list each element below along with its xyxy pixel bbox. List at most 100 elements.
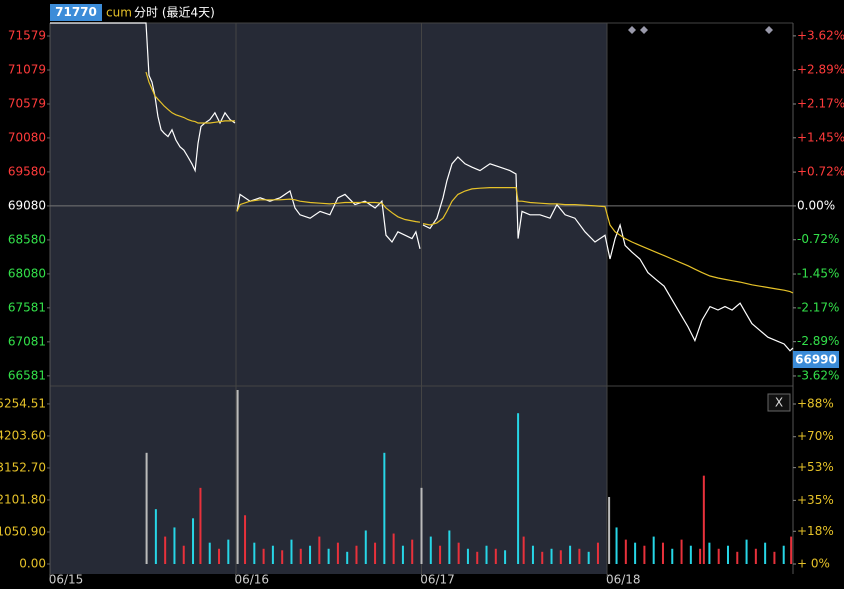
volume-bar xyxy=(661,542,664,564)
y2-tick-label: +2.17% xyxy=(797,96,844,110)
volume-bar xyxy=(522,536,525,564)
volume-bar xyxy=(346,551,349,564)
last-price: 66990 xyxy=(795,353,837,367)
y2-tick-label: +18% xyxy=(797,524,834,538)
volume-bar xyxy=(680,539,683,564)
volume-bar xyxy=(374,542,377,564)
volume-bar xyxy=(717,548,720,564)
y2-tick-label: -2.17% xyxy=(797,300,839,314)
volume-bar xyxy=(244,515,247,564)
y-tick-label: 71579 xyxy=(8,28,46,42)
volume-bar xyxy=(262,548,265,564)
y-tick-label: 3152.70 xyxy=(0,460,46,474)
y2-tick-label: +53% xyxy=(797,460,834,474)
volume-bar xyxy=(671,548,674,564)
y2-tick-label: +3.62% xyxy=(797,28,844,42)
volume-bar xyxy=(164,536,167,564)
volume-bar xyxy=(227,539,230,564)
price-line xyxy=(145,71,794,294)
x-tick-label: 06/15 xyxy=(49,573,84,587)
y2-tick-label: 0.00% xyxy=(797,198,835,212)
volume-bar xyxy=(420,487,423,564)
last-price-box xyxy=(793,351,839,368)
volume-bar xyxy=(476,551,479,564)
marker xyxy=(765,26,773,34)
volume-bar xyxy=(309,545,312,564)
volume-bar xyxy=(218,548,221,564)
volume-bar xyxy=(485,545,488,564)
volume-bar xyxy=(782,545,785,564)
x-tick-label: 06/18 xyxy=(606,573,641,587)
volume-bar xyxy=(504,550,507,564)
y-tick-label: 5254.51 xyxy=(0,396,46,410)
volume-bar xyxy=(736,551,739,564)
y-tick-label: 68080 xyxy=(8,266,46,280)
volume-bar xyxy=(745,539,748,564)
y2-tick-label: +1.45% xyxy=(797,130,844,144)
y-tick-label: 70579 xyxy=(8,96,46,110)
volume-bar xyxy=(154,509,157,564)
volume-bar xyxy=(790,536,793,564)
x-tick-label: 06/17 xyxy=(420,573,455,587)
volume-bar xyxy=(652,536,655,564)
title: 分时 (最近4天) xyxy=(134,6,215,20)
x-tick-label: 06/16 xyxy=(234,573,269,587)
y2-tick-label: -0.72% xyxy=(797,232,839,246)
volume-bar xyxy=(550,548,553,564)
volume-bar xyxy=(290,539,293,564)
y-tick-label: 69580 xyxy=(8,164,46,178)
volume-bar xyxy=(336,542,339,564)
y-tick-label: 66581 xyxy=(8,368,46,382)
volume-bar xyxy=(689,545,692,564)
y2-tick-label: +35% xyxy=(797,493,834,507)
y-tick-label: 70080 xyxy=(8,130,46,144)
volume-bar xyxy=(517,413,520,564)
volume-bar xyxy=(466,548,469,564)
ref-price: 71770 xyxy=(55,5,97,19)
volume-bar xyxy=(383,452,386,564)
symbol: cum xyxy=(106,6,132,20)
y-tick-label: 71079 xyxy=(8,62,46,76)
y2-tick-label: -3.62% xyxy=(797,368,839,382)
volume-bar xyxy=(541,551,544,564)
volume-bar xyxy=(596,542,599,564)
volume-bar xyxy=(429,536,432,564)
volume-bar xyxy=(199,487,202,564)
y-tick-label: 0.00 xyxy=(19,557,46,571)
y-tick-label: 2101.80 xyxy=(0,492,46,506)
volume-bar xyxy=(624,539,627,564)
volume-bar xyxy=(615,527,618,564)
y-tick-label: 67081 xyxy=(8,334,46,348)
volume-bar xyxy=(236,390,239,564)
marker xyxy=(628,26,636,34)
marker xyxy=(640,26,648,34)
volume-bar xyxy=(439,545,442,564)
y2-tick-label: -2.89% xyxy=(797,334,839,348)
y-tick-label: 1050.90 xyxy=(0,524,46,538)
volume-bar xyxy=(327,548,330,564)
y2-tick-label: -1.45% xyxy=(797,267,839,281)
history-panel xyxy=(50,23,607,574)
volume-bar xyxy=(355,545,358,564)
volume-bar xyxy=(699,548,702,564)
y-tick-label: 68580 xyxy=(8,232,46,246)
volume-bar xyxy=(401,545,404,564)
volume-bar xyxy=(726,545,729,564)
volume-bar xyxy=(392,533,395,564)
volume-bar xyxy=(754,548,757,564)
y2-tick-label: +0.72% xyxy=(797,165,844,179)
volume-bar xyxy=(145,452,148,564)
volume-bar xyxy=(587,551,590,564)
volume-bar xyxy=(173,527,176,564)
y-tick-label: 69080 xyxy=(8,198,46,212)
y-tick-label: 67581 xyxy=(8,300,46,314)
volume-bar xyxy=(411,539,414,564)
volume-bar xyxy=(448,530,451,564)
volume-bar xyxy=(182,545,185,564)
close-button[interactable] xyxy=(767,393,791,412)
close-button-label[interactable]: X xyxy=(775,396,783,410)
volume-bar xyxy=(559,550,562,564)
volume-bar xyxy=(271,545,274,564)
volume-bar xyxy=(364,530,367,564)
